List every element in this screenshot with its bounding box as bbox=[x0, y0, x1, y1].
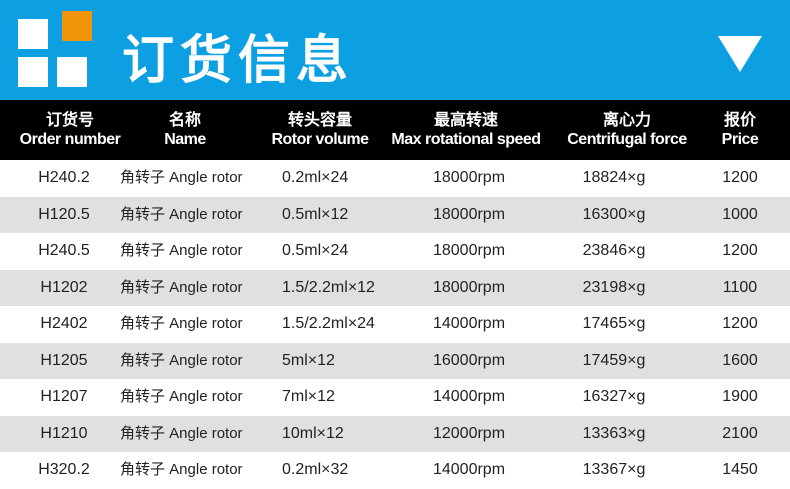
table-cell: 1.5/2.2ml×12 bbox=[282, 278, 375, 296]
table-row: H240.2 角转子 Angle rotor 0.2ml×24 18000rpm 188… bbox=[0, 160, 790, 197]
table-cell: 14000rpm bbox=[432, 461, 506, 478]
table-cell: 13367×g bbox=[582, 461, 646, 478]
table-cell: H240.5 bbox=[38, 242, 90, 259]
table-cell: 角转子 Angle rotor bbox=[120, 169, 243, 186]
table-row: H2402 角转子 Angle rotor 1.5/2.2ml×24 14000rpm… bbox=[0, 306, 790, 343]
column-header-cn: 名称 bbox=[168, 110, 201, 129]
table-cell: 0.2ml×32 bbox=[282, 461, 349, 478]
column-header: 最高转速 Max rotational speed bbox=[366, 110, 566, 150]
table-cell: 7ml×12 bbox=[282, 388, 335, 405]
table-row: H120.5 角转子 Angle rotor 0.5ml×12 18000rpm 163… bbox=[0, 196, 790, 233]
table-row: H1210 角转子 Angle rotor 10ml×12 12000rpm 13363… bbox=[0, 415, 790, 452]
table-cell: 2100 bbox=[722, 424, 758, 442]
column-header-en: Price bbox=[721, 131, 759, 148]
table-cell: 1000 bbox=[722, 205, 758, 223]
table-cell: 1200 bbox=[722, 315, 758, 332]
table-cell: 1600 bbox=[722, 351, 758, 369]
table-cell: 角转子 Angle rotor bbox=[120, 388, 243, 405]
table-cell: 1200 bbox=[722, 169, 758, 186]
column-header-en: Order number bbox=[19, 131, 121, 148]
column-header: 离心力 Centrifugal force bbox=[527, 110, 727, 150]
table-cell: 17459×g bbox=[582, 351, 646, 369]
table-cell: 角转子 Angle rotor bbox=[120, 351, 243, 369]
table-cell: 5ml×12 bbox=[282, 351, 335, 369]
table-cell: H1202 bbox=[40, 278, 88, 296]
table-header: 订货号 Order number 名称 Name 转头容量 Rotor volume 最高转… bbox=[0, 100, 790, 160]
table-cell: 14000rpm bbox=[432, 388, 506, 405]
table-cell: 角转子 Angle rotor bbox=[120, 205, 243, 223]
table-cell: H120.5 bbox=[38, 205, 90, 223]
table-cell: 18000rpm bbox=[432, 278, 506, 296]
table-cell: 23198×g bbox=[582, 278, 646, 296]
table-cell: 12000rpm bbox=[432, 424, 506, 442]
column-header: 订货号 Order number bbox=[0, 110, 170, 150]
column-header-en: Name bbox=[164, 131, 206, 148]
table-cell: 角转子 Angle rotor bbox=[120, 461, 243, 478]
table-cell: H320.2 bbox=[38, 461, 90, 478]
table-cell: 16000rpm bbox=[432, 351, 506, 369]
table-cell: 1450 bbox=[722, 461, 758, 478]
table-cell: 0.5ml×12 bbox=[282, 205, 349, 223]
table-row: H1205 角转子 Angle rotor 5ml×12 16000rpm 17459×… bbox=[0, 342, 790, 379]
table-row: H1202 角转子 Angle rotor 1.5/2.2ml×12 18000rpm… bbox=[0, 269, 790, 306]
header-banner: 订货信息 bbox=[0, 0, 790, 100]
table-row: H240.5 角转子 Angle rotor 0.5ml×24 18000rpm 238… bbox=[0, 233, 790, 270]
column-header: 报价 Price bbox=[640, 110, 790, 150]
column-header: 转头容量 Rotor volume bbox=[220, 110, 420, 150]
column-header-cn: 离心力 bbox=[602, 110, 651, 129]
column-header-cn: 订货号 bbox=[45, 110, 94, 129]
table-cell: 1.5/2.2ml×24 bbox=[282, 315, 375, 332]
table-cell: 17465×g bbox=[582, 315, 646, 332]
table-cell: 角转子 Angle rotor bbox=[120, 242, 243, 259]
column-header-en: Centrifugal force bbox=[567, 131, 687, 148]
table-cell: 1200 bbox=[722, 242, 758, 259]
page-title: 订货信息 bbox=[122, 31, 355, 91]
column-header-cn: 最高转速 bbox=[433, 110, 498, 129]
triangle-down-icon[interactable] bbox=[718, 36, 762, 72]
table-cell: H1210 bbox=[40, 424, 88, 442]
table-cell: 1900 bbox=[722, 388, 758, 405]
table-cell: H1205 bbox=[40, 351, 88, 369]
table-cell: 18000rpm bbox=[432, 169, 506, 186]
table-cell: 13363×g bbox=[582, 424, 646, 442]
table-cell: 1100 bbox=[722, 278, 758, 296]
table-cell: 16327×g bbox=[582, 388, 646, 405]
column-header: 名称 Name bbox=[85, 110, 285, 150]
column-header-cn: 转头容量 bbox=[287, 110, 352, 129]
table-cell: 18000rpm bbox=[432, 242, 506, 259]
column-header-en: Rotor volume bbox=[271, 131, 369, 148]
table-cell: 18824×g bbox=[582, 169, 646, 186]
table-cell: 14000rpm bbox=[432, 315, 506, 332]
table-cell: 角转子 Angle rotor bbox=[120, 315, 243, 332]
table-cell: 角转子 Angle rotor bbox=[120, 278, 243, 296]
table-cell: 16300×g bbox=[582, 205, 646, 223]
table-cell: 0.2ml×24 bbox=[282, 169, 349, 186]
table-cell: 角转子 Angle rotor bbox=[120, 424, 243, 442]
table-cell: 0.5ml×24 bbox=[282, 242, 349, 259]
table-cell: H2402 bbox=[40, 315, 88, 332]
table-cell: 18000rpm bbox=[432, 205, 506, 223]
table-row: H1207 角转子 Angle rotor 7ml×12 14000rpm 16327×… bbox=[0, 379, 790, 416]
table-cell: 23846×g bbox=[582, 242, 646, 259]
table-row: H320.2 角转子 Angle rotor 0.2ml×32 14000rpm 133… bbox=[0, 452, 790, 489]
table-cell: 10ml×12 bbox=[282, 424, 344, 442]
table-cell: H1207 bbox=[40, 388, 88, 405]
column-header-cn: 报价 bbox=[723, 110, 756, 129]
table-cell: H240.2 bbox=[38, 169, 90, 186]
column-header-en: Max rotational speed bbox=[391, 131, 541, 148]
